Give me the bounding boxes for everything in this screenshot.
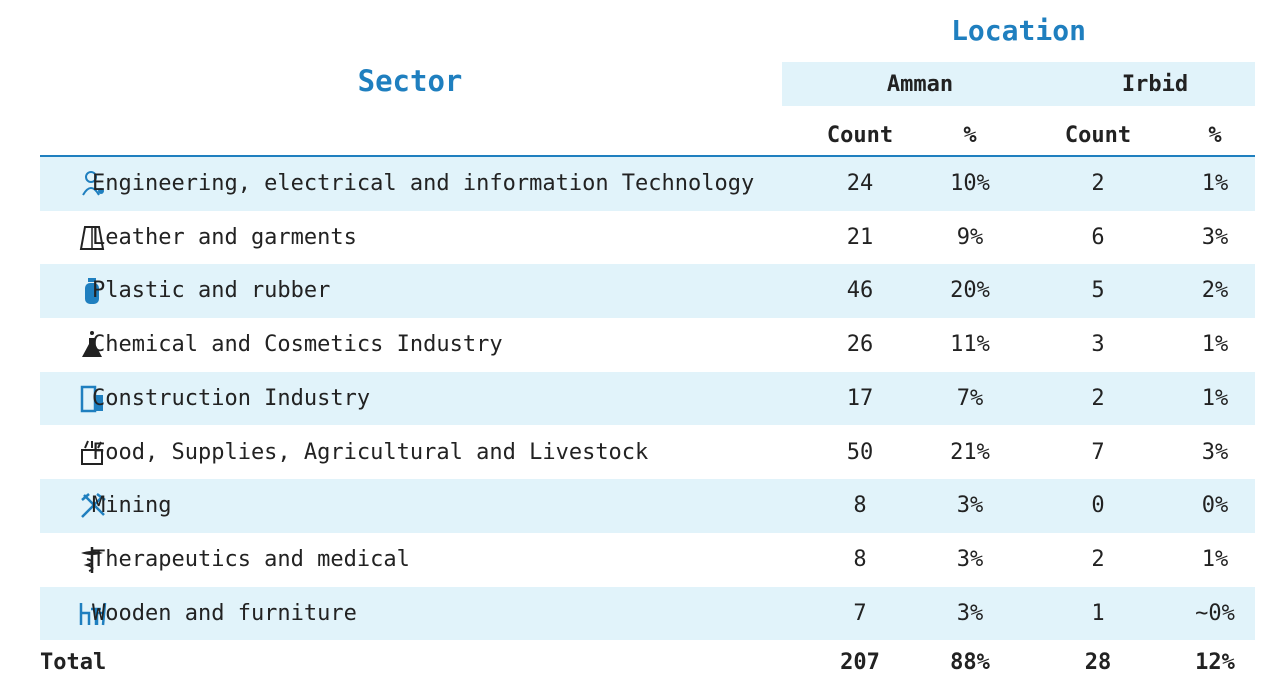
location-band [782,62,1255,106]
row-icon [78,276,108,306]
header-rule [40,155,1255,157]
icon [82,331,102,358]
table-cell: 1 [1091,600,1105,626]
table-cell: 24 [846,171,874,196]
row-band [40,157,1255,211]
place-label: Amman [886,72,954,97]
sector-title: Sector [357,64,463,98]
sector-name: Therapeutics and medical [92,546,410,572]
table-cell: 3% [956,600,984,626]
table-cell: ~0% [1195,600,1235,626]
table-cell: 1% [1201,171,1229,196]
row-icon [78,599,108,629]
table-cell: 20% [950,278,990,304]
total-cell: 88% [950,650,990,676]
table-cell: 9% [956,224,984,250]
table-cell: 5 [1091,278,1105,304]
table-cell: 6 [1091,224,1105,250]
table-cell: 8 [853,546,867,572]
table-cell: 2 [1091,171,1105,196]
sector-name: Construction Industry [92,385,371,411]
table-cell: 26 [846,332,874,358]
sector-name: Engineering, electrical and information … [92,171,755,196]
icon [80,385,103,413]
row-icon [78,491,108,521]
table-cell: 21% [950,439,990,465]
table-cell: 3% [1201,224,1229,250]
table-cell: 2 [1091,546,1105,572]
location-title: Location [951,14,1086,47]
table-cell: 3% [1201,439,1229,465]
table-cell: 1% [1201,546,1229,572]
table-cell: 10% [950,171,990,196]
table-cell: 2% [1201,278,1229,304]
row-icon [78,545,108,575]
total-cell: 28 [1084,650,1112,676]
row-band [40,586,1255,641]
place-label: Irbid [1121,72,1189,97]
sector-name: Food, Supplies, Agricultural and Livesto… [92,439,649,465]
table-cell: 7 [1091,439,1105,465]
total-cell: 207 [840,650,880,676]
table-cell: 1% [1201,385,1229,411]
sector-name: Chemical and Cosmetics Industry [92,332,503,358]
column-header: % [963,123,977,148]
table-cell: 21 [846,224,874,250]
column-header: Count [826,123,894,148]
table-cell: 8 [853,493,867,519]
icon [81,493,106,519]
row-icon [78,223,108,253]
icon [82,171,104,196]
row-band [40,479,1255,533]
total-cell: 12% [1195,650,1235,676]
sector-name: Wooden and furniture [92,600,357,626]
sector-name: Mining [92,493,172,519]
table-cell: 7% [956,385,984,411]
row-icon [78,330,108,360]
icon [79,225,105,250]
table-cell: 1% [1201,332,1229,358]
table-cell: 0 [1091,493,1105,519]
column-header: % [1208,123,1222,148]
column-header: Count [1064,123,1132,148]
table-cell: 2 [1091,385,1105,411]
row-icon [78,169,108,199]
icon [85,278,99,305]
table-cell: 11% [950,332,990,358]
sector-name: Leather and garments [92,224,357,250]
row-icon [78,384,108,414]
table-cell: 50 [846,439,874,465]
row-band [40,371,1255,426]
total-label: Total [40,650,107,676]
table-cell: 46 [846,278,874,304]
icon [81,440,103,465]
table-cell: 3 [1091,332,1105,358]
icon [79,602,107,625]
table-cell: 7 [853,600,867,626]
row-icon [78,438,108,468]
icon [81,546,103,573]
table-cell: 17 [846,385,874,411]
row-band [40,264,1255,319]
sector-name: Plastic and rubber [92,278,331,304]
table-cell: 3% [956,546,984,572]
table-cell: 3% [956,493,984,519]
table-cell: 0% [1201,493,1229,519]
